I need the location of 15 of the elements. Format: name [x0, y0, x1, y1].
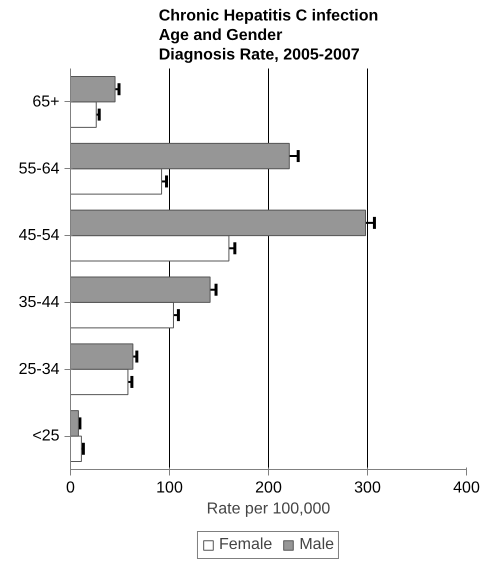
legend-label: Male: [299, 536, 334, 554]
y-tick-label: 35-44: [18, 294, 60, 311]
x-tick-label: 0: [66, 480, 76, 496]
y-tick-label: 45-54: [18, 227, 60, 244]
legend-label: Female: [218, 536, 272, 554]
x-tick-label: 200: [255, 480, 282, 496]
x-axis-title: Rate per 100,000: [206, 500, 330, 518]
x-tick-label: 100: [156, 480, 183, 496]
x-tick-label: 400: [453, 480, 480, 496]
y-tick-label: 25-34: [18, 360, 60, 378]
y-tick-label: 65+: [32, 93, 60, 110]
x-tick-label: 300: [354, 480, 381, 496]
chart-title: Chronic Hepatitis C infection Age and Gender Diagnosis Rate, 2005-2007: [158, 7, 378, 64]
y-tick-label: <25: [32, 428, 60, 445]
y-tick-label: 55-64: [18, 160, 60, 178]
